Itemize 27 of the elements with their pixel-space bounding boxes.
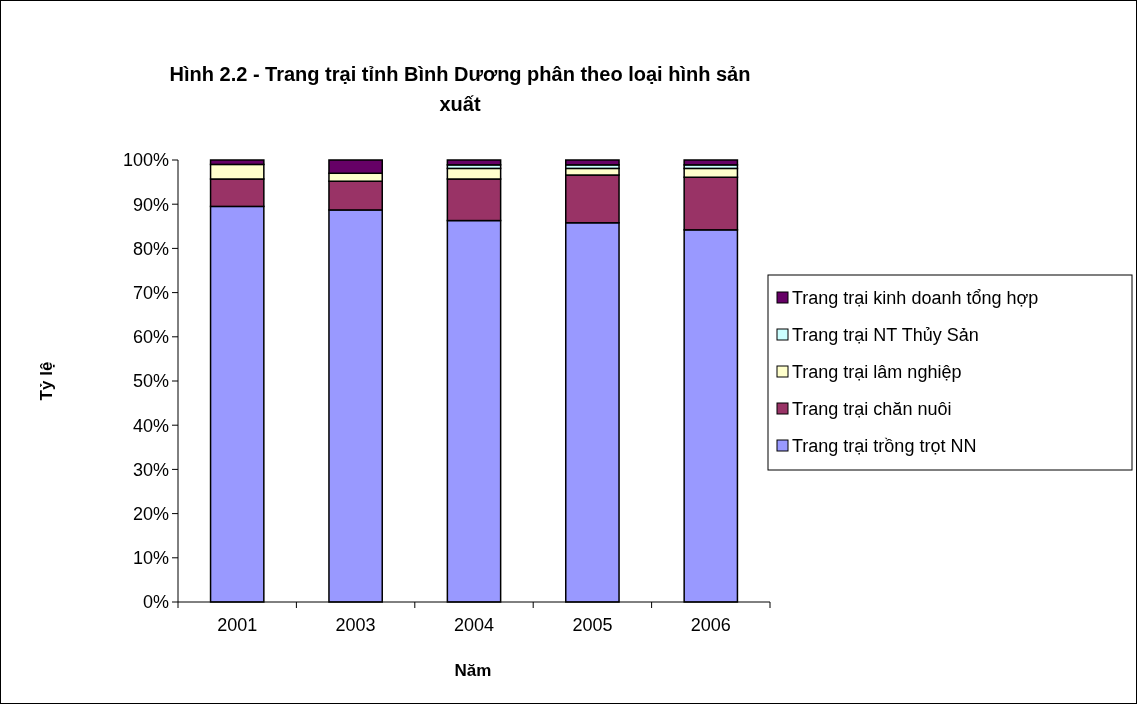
chart-title: Hình 2.2 - Trang trại tỉnh Bình Dương phân theo loại hình sản xuất — [169, 63, 751, 115]
legend-label: Trang trại kinh doanh tổng hợp — [792, 288, 1039, 309]
x-tick-label: 2005 — [572, 615, 613, 635]
legend-label: Trang trại chăn nuôi — [792, 399, 952, 420]
legend-label: Trang trại lâm nghiệp — [792, 362, 962, 383]
x-tick-label: 2001 — [217, 615, 258, 635]
bar — [565, 159, 620, 166]
legend-label: Trang trại trồng trọt NN — [792, 436, 977, 457]
x-tick-label: 2003 — [335, 615, 376, 635]
y-tick-label: 40% — [132, 415, 169, 436]
x-tick-label: 2004 — [453, 615, 495, 635]
y-tick-label: 10% — [132, 548, 169, 569]
bar — [683, 159, 739, 166]
y-tick-label: 0% — [142, 592, 169, 613]
legend-label: Trang trại NT Thủy Sản — [792, 325, 979, 346]
y-tick-label: 20% — [132, 503, 169, 524]
y-tick-label: 80% — [132, 238, 169, 259]
y-tick-label: 90% — [132, 194, 169, 215]
y-axis-title: Tỷ lệ — [37, 361, 56, 401]
y-tick-label: 70% — [132, 282, 169, 303]
x-axis-title: Năm — [454, 661, 492, 680]
y-tick-label: 30% — [132, 459, 169, 480]
y-tick-label: 60% — [132, 327, 169, 348]
bar — [446, 159, 502, 166]
y-tick-label: 100% — [122, 150, 169, 171]
x-tick-label: 2006 — [690, 615, 731, 635]
y-tick-label: 50% — [132, 371, 169, 392]
